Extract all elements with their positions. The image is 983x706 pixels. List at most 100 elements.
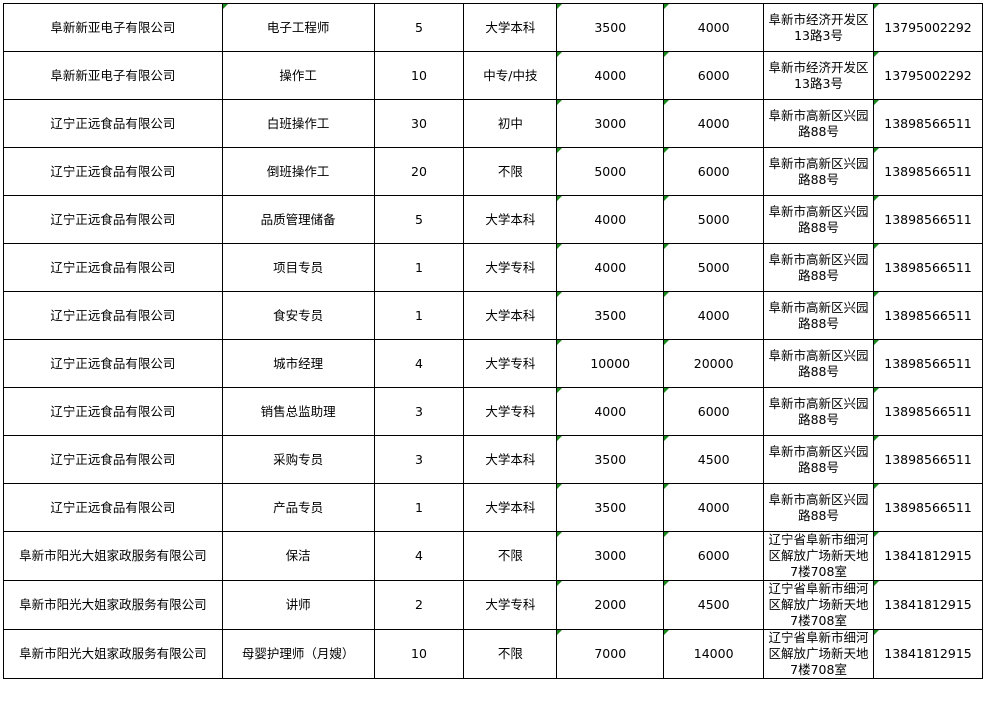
- company-cell[interactable]: 阜新新亚电子有限公司: [3, 3, 223, 52]
- job-cell[interactable]: 项目专员: [221, 243, 375, 292]
- address-cell[interactable]: 阜新市高新区兴园路88号: [763, 483, 874, 532]
- count-cell[interactable]: 30: [373, 99, 465, 148]
- job-cell[interactable]: 电子工程师: [221, 3, 375, 52]
- education-cell[interactable]: 大学本科: [463, 483, 558, 532]
- address-cell[interactable]: 阜新市高新区兴园路88号: [763, 291, 874, 340]
- salary-max-cell[interactable]: 20000: [663, 339, 765, 388]
- salary-max-cell[interactable]: 14000: [663, 629, 765, 679]
- count-cell[interactable]: 10: [373, 51, 465, 100]
- count-cell[interactable]: 1: [373, 483, 465, 532]
- count-cell[interactable]: 5: [373, 3, 465, 52]
- company-cell[interactable]: 阜新市阳光大姐家政服务有限公司: [3, 629, 223, 679]
- phone-cell[interactable]: 13898566511: [872, 243, 983, 292]
- address-cell[interactable]: 阜新市高新区兴园路88号: [763, 387, 874, 436]
- count-cell[interactable]: 10: [373, 629, 465, 679]
- phone-cell[interactable]: 13795002292: [872, 3, 983, 52]
- education-cell[interactable]: 大学本科: [463, 195, 558, 244]
- address-cell[interactable]: 辽宁省阜新市细河区解放广场新天地7楼708室: [763, 580, 874, 630]
- education-cell[interactable]: 初中: [463, 99, 558, 148]
- address-cell[interactable]: 阜新市高新区兴园路88号: [763, 435, 874, 484]
- salary-min-cell[interactable]: 10000: [556, 339, 665, 388]
- education-cell[interactable]: 大学专科: [463, 580, 558, 630]
- job-cell[interactable]: 产品专员: [221, 483, 375, 532]
- salary-min-cell[interactable]: 5000: [556, 147, 665, 196]
- phone-cell[interactable]: 13898566511: [872, 483, 983, 532]
- phone-cell[interactable]: 13898566511: [872, 435, 983, 484]
- education-cell[interactable]: 大学专科: [463, 243, 558, 292]
- address-cell[interactable]: 辽宁省阜新市细河区解放广场新天地7楼708室: [763, 629, 874, 679]
- salary-min-cell[interactable]: 4000: [556, 243, 665, 292]
- address-cell[interactable]: 阜新市高新区兴园路88号: [763, 147, 874, 196]
- job-cell[interactable]: 采购专员: [221, 435, 375, 484]
- education-cell[interactable]: 大学本科: [463, 3, 558, 52]
- salary-max-cell[interactable]: 4000: [663, 483, 765, 532]
- education-cell[interactable]: 大学本科: [463, 291, 558, 340]
- company-cell[interactable]: 辽宁正远食品有限公司: [3, 339, 223, 388]
- company-cell[interactable]: 辽宁正远食品有限公司: [3, 147, 223, 196]
- phone-cell[interactable]: 13898566511: [872, 339, 983, 388]
- education-cell[interactable]: 大学专科: [463, 339, 558, 388]
- phone-cell[interactable]: 13898566511: [872, 291, 983, 340]
- address-cell[interactable]: 阜新市经济开发区13路3号: [763, 3, 874, 52]
- education-cell[interactable]: 大学本科: [463, 435, 558, 484]
- phone-cell[interactable]: 13898566511: [872, 195, 983, 244]
- salary-max-cell[interactable]: 5000: [663, 195, 765, 244]
- count-cell[interactable]: 4: [373, 339, 465, 388]
- address-cell[interactable]: 阜新市经济开发区13路3号: [763, 51, 874, 100]
- count-cell[interactable]: 3: [373, 435, 465, 484]
- count-cell[interactable]: 20: [373, 147, 465, 196]
- count-cell[interactable]: 3: [373, 387, 465, 436]
- phone-cell[interactable]: 13841812915: [872, 580, 983, 630]
- salary-min-cell[interactable]: 3500: [556, 483, 665, 532]
- company-cell[interactable]: 阜新市阳光大姐家政服务有限公司: [3, 531, 223, 581]
- phone-cell[interactable]: 13795002292: [872, 51, 983, 100]
- education-cell[interactable]: 大学专科: [463, 387, 558, 436]
- count-cell[interactable]: 2: [373, 580, 465, 630]
- salary-min-cell[interactable]: 3000: [556, 531, 665, 581]
- company-cell[interactable]: 阜新市阳光大姐家政服务有限公司: [3, 580, 223, 630]
- salary-min-cell[interactable]: 4000: [556, 51, 665, 100]
- count-cell[interactable]: 5: [373, 195, 465, 244]
- address-cell[interactable]: 阜新市高新区兴园路88号: [763, 195, 874, 244]
- address-cell[interactable]: 阜新市高新区兴园路88号: [763, 99, 874, 148]
- company-cell[interactable]: 辽宁正远食品有限公司: [3, 387, 223, 436]
- phone-cell[interactable]: 13841812915: [872, 629, 983, 679]
- salary-min-cell[interactable]: 7000: [556, 629, 665, 679]
- company-cell[interactable]: 辽宁正远食品有限公司: [3, 483, 223, 532]
- job-cell[interactable]: 白班操作工: [221, 99, 375, 148]
- salary-max-cell[interactable]: 5000: [663, 243, 765, 292]
- company-cell[interactable]: 辽宁正远食品有限公司: [3, 291, 223, 340]
- phone-cell[interactable]: 13898566511: [872, 99, 983, 148]
- job-cell[interactable]: 母婴护理师（月嫂）: [221, 629, 375, 679]
- salary-max-cell[interactable]: 6000: [663, 531, 765, 581]
- salary-max-cell[interactable]: 6000: [663, 387, 765, 436]
- salary-max-cell[interactable]: 6000: [663, 51, 765, 100]
- company-cell[interactable]: 阜新新亚电子有限公司: [3, 51, 223, 100]
- salary-max-cell[interactable]: 4000: [663, 99, 765, 148]
- salary-max-cell[interactable]: 4500: [663, 435, 765, 484]
- education-cell[interactable]: 不限: [463, 629, 558, 679]
- salary-min-cell[interactable]: 4000: [556, 195, 665, 244]
- salary-max-cell[interactable]: 4000: [663, 291, 765, 340]
- salary-min-cell[interactable]: 3500: [556, 291, 665, 340]
- job-cell[interactable]: 销售总监助理: [221, 387, 375, 436]
- education-cell[interactable]: 不限: [463, 147, 558, 196]
- address-cell[interactable]: 阜新市高新区兴园路88号: [763, 243, 874, 292]
- job-cell[interactable]: 操作工: [221, 51, 375, 100]
- education-cell[interactable]: 不限: [463, 531, 558, 581]
- phone-cell[interactable]: 13898566511: [872, 147, 983, 196]
- salary-min-cell[interactable]: 3500: [556, 435, 665, 484]
- salary-min-cell[interactable]: 3000: [556, 99, 665, 148]
- company-cell[interactable]: 辽宁正远食品有限公司: [3, 195, 223, 244]
- job-cell[interactable]: 城市经理: [221, 339, 375, 388]
- job-cell[interactable]: 品质管理储备: [221, 195, 375, 244]
- job-cell[interactable]: 保洁: [221, 531, 375, 581]
- count-cell[interactable]: 1: [373, 243, 465, 292]
- company-cell[interactable]: 辽宁正远食品有限公司: [3, 99, 223, 148]
- count-cell[interactable]: 1: [373, 291, 465, 340]
- job-cell[interactable]: 讲师: [221, 580, 375, 630]
- job-cell[interactable]: 食安专员: [221, 291, 375, 340]
- salary-min-cell[interactable]: 2000: [556, 580, 665, 630]
- job-cell[interactable]: 倒班操作工: [221, 147, 375, 196]
- address-cell[interactable]: 阜新市高新区兴园路88号: [763, 339, 874, 388]
